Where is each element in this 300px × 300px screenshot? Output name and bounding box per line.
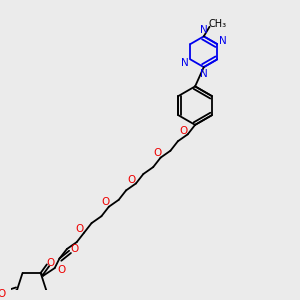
Text: N: N <box>200 69 208 79</box>
Text: O: O <box>101 197 110 207</box>
Text: O: O <box>127 175 136 185</box>
Text: O: O <box>46 258 54 268</box>
Text: N: N <box>200 25 208 34</box>
Text: O: O <box>76 224 84 234</box>
Text: O: O <box>153 148 161 158</box>
Text: N: N <box>219 36 227 46</box>
Text: O: O <box>179 126 187 136</box>
Text: O: O <box>71 244 79 254</box>
Text: N: N <box>181 58 188 68</box>
Text: O: O <box>57 265 65 275</box>
Text: O: O <box>0 289 5 299</box>
Text: CH₃: CH₃ <box>208 19 226 29</box>
